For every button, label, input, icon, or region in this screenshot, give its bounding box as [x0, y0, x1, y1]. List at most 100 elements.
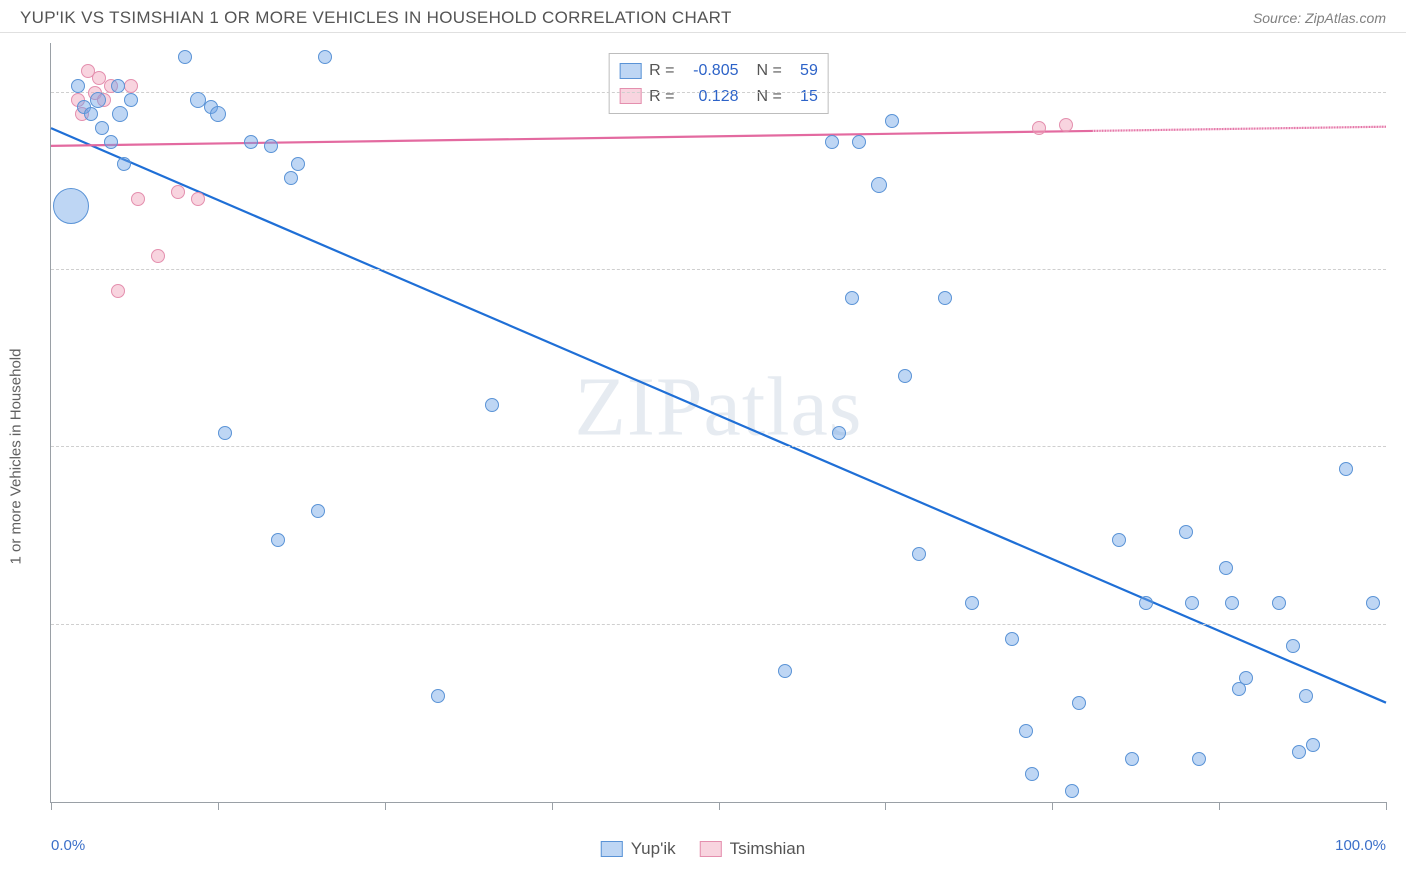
n-value-b: 15	[790, 84, 818, 110]
point-series-a	[965, 596, 979, 610]
point-series-a	[1286, 639, 1300, 653]
point-series-a	[1005, 632, 1019, 646]
y-tick-label: 100.0%	[1392, 84, 1406, 101]
tick-v	[385, 802, 386, 810]
point-series-a	[845, 291, 859, 305]
point-series-b	[111, 284, 125, 298]
point-series-a	[1112, 533, 1126, 547]
n-label: N =	[757, 84, 782, 110]
trend-line	[1092, 127, 1386, 131]
point-series-a	[112, 106, 128, 122]
gridline-h	[51, 92, 1386, 93]
trend-line	[51, 128, 1386, 703]
point-series-a	[95, 121, 109, 135]
trend-lines-layer	[51, 43, 1386, 802]
point-series-a	[485, 398, 499, 412]
plot-region: ZIPatlas R = -0.805 N = 59 R = 0.128 N =…	[50, 43, 1386, 803]
point-series-b	[191, 192, 205, 206]
tick-v	[1219, 802, 1220, 810]
x-tick-label: 0.0%	[51, 837, 85, 854]
r-value-a: -0.805	[683, 58, 739, 84]
tick-v	[218, 802, 219, 810]
point-series-a	[218, 426, 232, 440]
point-series-a	[938, 291, 952, 305]
tick-v	[552, 802, 553, 810]
r-label: R =	[649, 58, 674, 84]
point-series-a	[1139, 596, 1153, 610]
point-series-a	[1192, 752, 1206, 766]
point-series-a	[1292, 745, 1306, 759]
point-series-a	[885, 114, 899, 128]
y-tick-label: 25.0%	[1392, 616, 1406, 633]
tick-v	[51, 802, 52, 810]
x-tick-label: 100.0%	[1335, 837, 1386, 854]
point-series-a	[825, 135, 839, 149]
point-series-a	[84, 107, 98, 121]
point-series-a	[90, 92, 106, 108]
point-series-b	[151, 249, 165, 263]
tick-v	[1052, 802, 1053, 810]
legend-item-b: Tsimshian	[700, 839, 806, 859]
point-series-a	[852, 135, 866, 149]
legend-label-a: Yup'ik	[631, 839, 676, 859]
y-tick-label: 75.0%	[1392, 262, 1406, 279]
point-series-a	[53, 188, 89, 224]
point-series-a	[1272, 596, 1286, 610]
point-series-a	[1179, 525, 1193, 539]
tick-v	[1386, 802, 1387, 810]
point-series-a	[178, 50, 192, 64]
point-series-a	[1125, 752, 1139, 766]
r-label: R =	[649, 84, 674, 110]
point-series-a	[1366, 596, 1380, 610]
point-series-a	[1299, 689, 1313, 703]
legend-label-b: Tsimshian	[730, 839, 806, 859]
point-series-a	[431, 689, 445, 703]
point-series-a	[1306, 738, 1320, 752]
point-series-b	[171, 185, 185, 199]
legend-item-a: Yup'ik	[601, 839, 676, 859]
point-series-a	[778, 664, 792, 678]
bottom-legend: Yup'ik Tsimshian	[601, 839, 805, 859]
point-series-a	[1185, 596, 1199, 610]
point-series-a	[1025, 767, 1039, 781]
point-series-a	[1065, 784, 1079, 798]
chart-area: 1 or more Vehicles in Household ZIPatlas…	[0, 33, 1406, 863]
swatch-series-a	[619, 63, 641, 79]
chart-source: Source: ZipAtlas.com	[1253, 10, 1386, 26]
chart-title: YUP'IK VS TSIMSHIAN 1 OR MORE VEHICLES I…	[20, 8, 732, 28]
trend-line	[51, 131, 1092, 146]
point-series-b	[124, 79, 138, 93]
tick-v	[885, 802, 886, 810]
n-value-a: 59	[790, 58, 818, 84]
point-series-a	[1072, 696, 1086, 710]
point-series-a	[832, 426, 846, 440]
stats-legend: R = -0.805 N = 59 R = 0.128 N = 15	[608, 53, 829, 114]
point-series-a	[71, 79, 85, 93]
stats-legend-row-a: R = -0.805 N = 59	[619, 58, 818, 84]
point-series-a	[271, 533, 285, 547]
point-series-a	[871, 177, 887, 193]
point-series-a	[111, 79, 125, 93]
point-series-a	[1239, 671, 1253, 685]
point-series-a	[291, 157, 305, 171]
swatch-series-a	[601, 841, 623, 857]
gridline-h	[51, 446, 1386, 447]
point-series-a	[210, 106, 226, 122]
point-series-a	[1019, 724, 1033, 738]
point-series-a	[1339, 462, 1353, 476]
point-series-a	[117, 157, 131, 171]
r-value-b: 0.128	[683, 84, 739, 110]
y-axis-label: 1 or more Vehicles in Household	[8, 349, 25, 565]
point-series-a	[1225, 596, 1239, 610]
point-series-a	[124, 93, 138, 107]
point-series-a	[1219, 561, 1233, 575]
point-series-a	[898, 369, 912, 383]
tick-v	[719, 802, 720, 810]
gridline-h	[51, 624, 1386, 625]
n-label: N =	[757, 58, 782, 84]
stats-legend-row-b: R = 0.128 N = 15	[619, 84, 818, 110]
point-series-a	[284, 171, 298, 185]
gridline-h	[51, 269, 1386, 270]
y-tick-label: 50.0%	[1392, 439, 1406, 456]
point-series-b	[1032, 121, 1046, 135]
